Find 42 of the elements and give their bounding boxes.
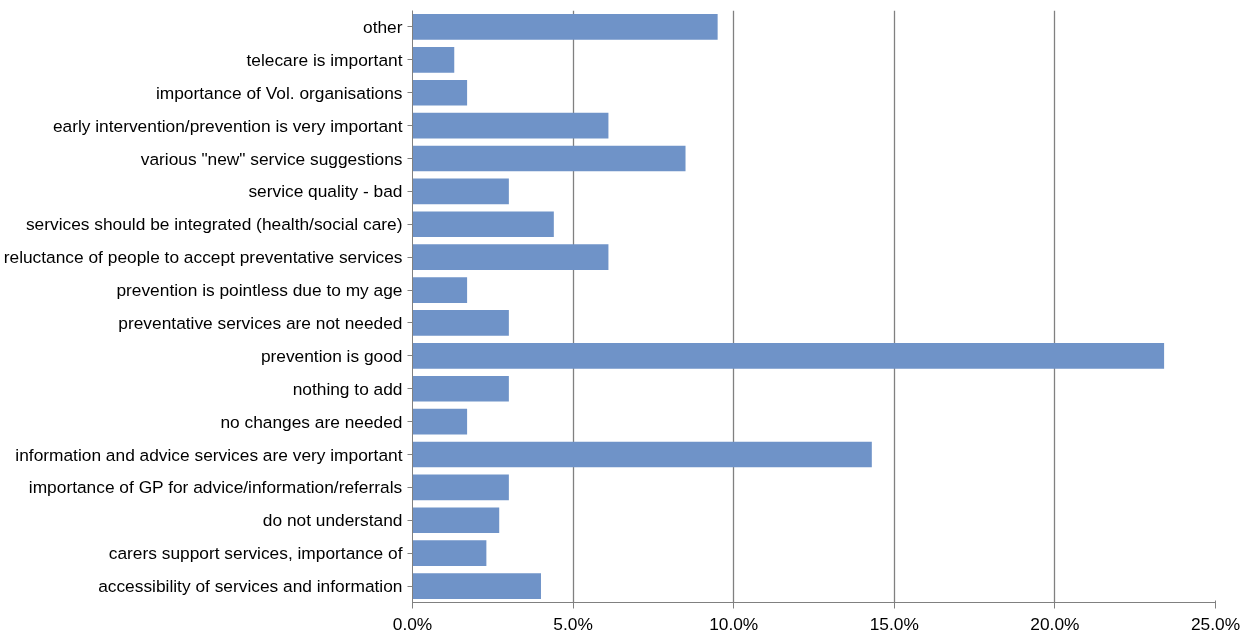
- y-tick-label: no changes are needed: [220, 411, 403, 432]
- bar: [412, 507, 500, 534]
- x-tick-label: 0.0%: [392, 613, 433, 634]
- y-tick-label: nothing to add: [292, 378, 403, 399]
- bar: [412, 474, 509, 501]
- y-tick-label: services should be integrated (health/social care): [25, 214, 403, 235]
- x-tick-label: 15.0%: [869, 613, 919, 634]
- bar: [412, 573, 541, 599]
- bar: [412, 540, 487, 566]
- y-tick-label: reluctance of people to accept preventative services: [3, 247, 403, 268]
- y-tick-label: importance of GP for advice/information/referrals: [28, 477, 403, 498]
- y-tick-label: prevention is good: [260, 345, 403, 366]
- y-tick-label: preventative services are not needed: [118, 312, 403, 333]
- x-tick-label: 25.0%: [1190, 613, 1241, 634]
- bar: [412, 14, 718, 40]
- bar: [412, 441, 872, 468]
- y-tick-label: carers support services, importance of: [108, 543, 403, 564]
- bar: [412, 145, 686, 172]
- bar: [412, 310, 509, 336]
- y-tick-label: information and advice services are very important: [15, 444, 403, 465]
- bar: [412, 277, 468, 303]
- bar: [412, 178, 509, 205]
- y-tick-label: do not understand: [262, 510, 403, 531]
- x-tick-label: 10.0%: [709, 613, 759, 634]
- bar: [412, 79, 468, 106]
- y-tick-label: various "new" service suggestions: [140, 148, 403, 169]
- y-tick-label: importance of Vol. organisations: [155, 82, 403, 103]
- bar: [412, 112, 609, 139]
- y-tick-label: telecare is important: [246, 49, 403, 70]
- bar: [412, 343, 1165, 369]
- bar: [412, 47, 455, 73]
- y-tick-label: service quality - bad: [248, 181, 403, 202]
- bar: [412, 211, 554, 238]
- y-tick-label: accessibility of services and information: [98, 576, 403, 597]
- bar: [412, 375, 509, 402]
- x-tick-label: 5.0%: [553, 613, 593, 634]
- y-tick-label: prevention is pointless due to my age: [116, 280, 403, 301]
- y-tick-label: early intervention/prevention is very important: [52, 115, 403, 136]
- bar: [412, 408, 468, 435]
- y-tick-label: other: [363, 16, 403, 37]
- bar: [412, 244, 609, 270]
- x-tick-label: 20.0%: [1030, 613, 1080, 634]
